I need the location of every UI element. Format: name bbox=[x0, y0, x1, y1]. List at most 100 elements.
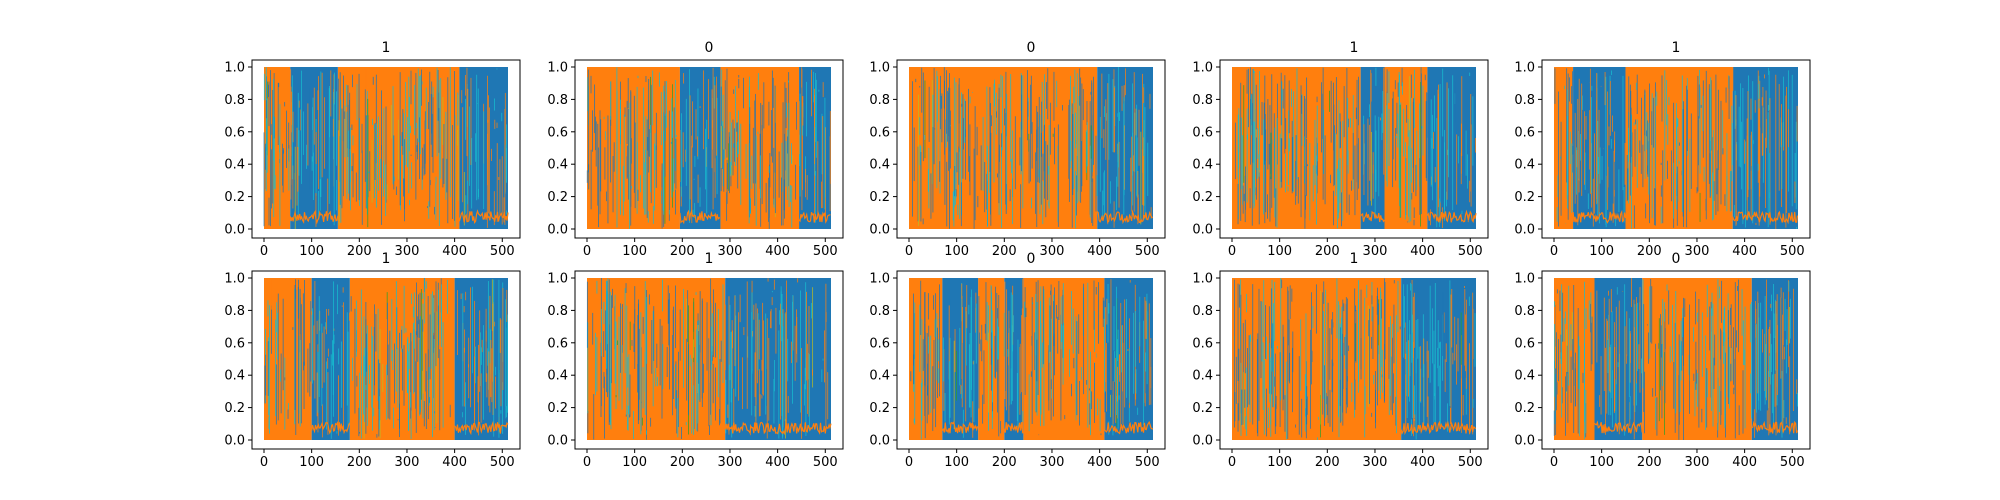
x-tick-label: 100 bbox=[944, 244, 969, 259]
x-tick-label: 0 bbox=[583, 455, 591, 470]
y-tick-label: 0.4 bbox=[224, 158, 245, 173]
axes-frame bbox=[896, 59, 1166, 239]
y-tick-label: 0.8 bbox=[547, 304, 568, 319]
x-tick-label: 100 bbox=[1589, 244, 1614, 259]
x-tick-label: 200 bbox=[670, 455, 695, 470]
axes-frame bbox=[574, 270, 844, 450]
x-tick-label: 500 bbox=[813, 455, 838, 470]
subplot-title: 1 bbox=[705, 251, 714, 267]
subplot-8: 0 0 100 200 300 400 500 0.0 0.2 0.4 0.6 0.8 1.0 bbox=[869, 251, 1166, 470]
y-tick-label: 0.2 bbox=[1514, 190, 1535, 205]
x-tick-label: 0 bbox=[260, 244, 268, 259]
y-tick-label: 0.8 bbox=[1514, 304, 1535, 319]
low-trace-0 bbox=[679, 209, 721, 225]
x-tick-label: 200 bbox=[347, 455, 372, 470]
subplot-4: 1 0 100 200 300 400 500 0.0 0.2 0.4 0.6 0.8 1.0 bbox=[1192, 40, 1489, 259]
x-tick-label: 500 bbox=[1135, 244, 1160, 259]
y-tick-label: 0.2 bbox=[1192, 401, 1213, 416]
y-tick-label: 0.2 bbox=[224, 190, 245, 205]
x-tick-label: 200 bbox=[1315, 455, 1340, 470]
subplot-title: 1 bbox=[1350, 40, 1359, 56]
series-1-span-0 bbox=[942, 278, 979, 440]
plot-area bbox=[909, 67, 1153, 229]
subplot-9: 1 0 100 200 300 400 500 0.0 0.2 0.4 0.6 0.8 1.0 bbox=[1192, 251, 1489, 470]
y-tick-label: 1.0 bbox=[1192, 61, 1213, 76]
y-tick-label: 0.2 bbox=[547, 401, 568, 416]
low-trace-0 bbox=[1400, 420, 1477, 436]
x-tick-label: 200 bbox=[1315, 244, 1340, 259]
x-tick-label: 400 bbox=[765, 455, 790, 470]
y-tick-label: 0.2 bbox=[547, 190, 568, 205]
x-tick-label: 200 bbox=[992, 455, 1017, 470]
low-trace-2 bbox=[1103, 420, 1154, 435]
subplot-title: 0 bbox=[1027, 40, 1036, 56]
y-tick-label: 0.4 bbox=[1192, 158, 1213, 173]
x-tick-label: 500 bbox=[1458, 244, 1483, 259]
x-tick-label: 400 bbox=[1087, 244, 1112, 259]
plot-area bbox=[1232, 278, 1477, 440]
plot-area bbox=[1232, 67, 1477, 229]
y-tick-label: 0.0 bbox=[1192, 434, 1213, 449]
low-trace-1 bbox=[1732, 210, 1799, 225]
y-tick-label: 0.4 bbox=[1514, 158, 1535, 173]
low-trace-1 bbox=[1751, 420, 1799, 434]
x-tick-label: 100 bbox=[622, 455, 647, 470]
y-tick-label: 0.6 bbox=[547, 336, 568, 351]
y-tick-label: 0.2 bbox=[1514, 401, 1535, 416]
subplot-1: 1 0 100 200 300 400 500 0.0 0.2 0.4 0.6 0.8 1.0 bbox=[224, 40, 521, 259]
low-trace-0 bbox=[1594, 420, 1643, 434]
low-trace-1 bbox=[1003, 422, 1024, 434]
y-tick-label: 1.0 bbox=[1192, 272, 1213, 287]
subplot-title: 0 bbox=[1027, 251, 1036, 267]
y-tick-label: 0.6 bbox=[1514, 336, 1535, 351]
subplot-title: 1 bbox=[382, 251, 391, 267]
x-tick-label: 100 bbox=[299, 244, 324, 259]
x-tick-label: 0 bbox=[583, 244, 591, 259]
x-tick-label: 300 bbox=[395, 244, 420, 259]
y-tick-label: 0.0 bbox=[1192, 223, 1213, 238]
axes-frame bbox=[251, 59, 521, 239]
low-trace-0 bbox=[724, 421, 832, 436]
x-tick-label: 200 bbox=[992, 244, 1017, 259]
x-tick-label: 300 bbox=[1685, 244, 1710, 259]
subplot-3: 0 0 100 200 300 400 500 0.0 0.2 0.4 0.6 0.8 1.0 bbox=[869, 40, 1166, 259]
y-tick-label: 0.6 bbox=[869, 125, 890, 140]
x-tick-label: 200 bbox=[670, 244, 695, 259]
axes-frame bbox=[896, 270, 1166, 450]
x-tick-label: 400 bbox=[1087, 455, 1112, 470]
y-tick-label: 0.4 bbox=[869, 369, 890, 384]
y-tick-label: 0.6 bbox=[547, 125, 568, 140]
y-tick-label: 0.6 bbox=[224, 125, 245, 140]
subplot-7: 1 0 100 200 300 400 500 0.0 0.2 0.4 0.6 0.8 1.0 bbox=[547, 251, 844, 470]
plot-area bbox=[586, 278, 832, 440]
plot-area bbox=[1554, 67, 1799, 229]
x-tick-label: 100 bbox=[1267, 244, 1292, 259]
axes-frame bbox=[1541, 270, 1811, 450]
low-trace-0 bbox=[289, 209, 339, 225]
x-tick-label: 400 bbox=[1410, 455, 1435, 470]
y-tick-label: 0.8 bbox=[1192, 304, 1213, 319]
series-1-span-1 bbox=[1427, 67, 1476, 229]
y-tick-label: 1.0 bbox=[547, 272, 568, 287]
x-tick-label: 300 bbox=[1685, 455, 1710, 470]
y-tick-label: 0.0 bbox=[547, 434, 568, 449]
x-tick-label: 0 bbox=[1228, 455, 1236, 470]
low-trace-0 bbox=[1360, 210, 1385, 223]
y-tick-label: 0.4 bbox=[547, 158, 568, 173]
y-tick-label: 0.0 bbox=[547, 223, 568, 238]
y-tick-label: 0.8 bbox=[1192, 93, 1213, 108]
x-tick-label: 500 bbox=[490, 244, 515, 259]
axes-frame bbox=[1219, 59, 1489, 239]
low-trace-1 bbox=[1426, 209, 1477, 224]
x-tick-label: 300 bbox=[1040, 455, 1065, 470]
subplot-title: 1 bbox=[1672, 40, 1681, 56]
x-tick-label: 500 bbox=[1780, 455, 1805, 470]
y-tick-label: 0.8 bbox=[224, 93, 245, 108]
y-tick-label: 0.0 bbox=[1514, 223, 1535, 238]
y-tick-label: 0.6 bbox=[224, 336, 245, 351]
x-tick-label: 300 bbox=[718, 244, 743, 259]
y-tick-label: 0.4 bbox=[224, 369, 245, 384]
x-tick-label: 300 bbox=[395, 455, 420, 470]
subplot-title: 1 bbox=[1350, 251, 1359, 267]
y-tick-label: 0.6 bbox=[1514, 125, 1535, 140]
